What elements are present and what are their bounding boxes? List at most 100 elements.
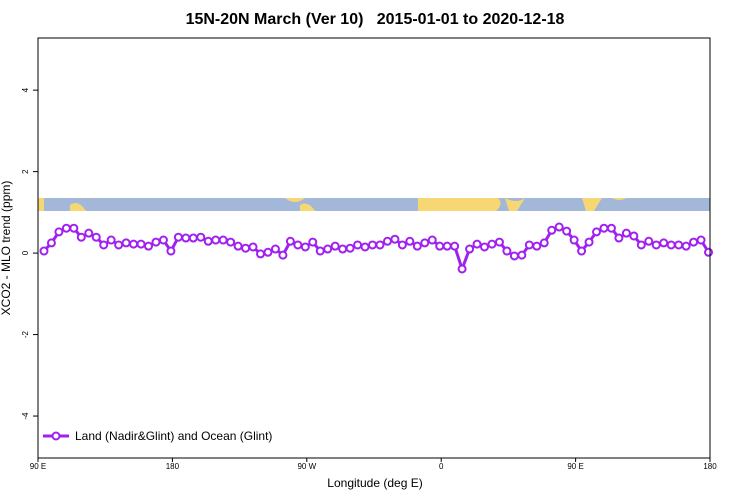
point bbox=[666, 240, 676, 250]
point bbox=[636, 240, 646, 250]
point bbox=[345, 243, 355, 253]
point bbox=[196, 232, 206, 242]
point bbox=[330, 241, 340, 251]
point bbox=[629, 231, 639, 241]
point bbox=[659, 238, 669, 248]
point bbox=[681, 241, 691, 251]
point bbox=[270, 244, 280, 254]
point bbox=[211, 235, 221, 245]
point bbox=[84, 228, 94, 238]
point bbox=[323, 244, 333, 254]
point bbox=[405, 236, 415, 246]
point bbox=[494, 237, 504, 247]
legend-label: Land (Nadir&Glint) and Ocean (Glint) bbox=[75, 429, 272, 443]
point bbox=[465, 244, 475, 254]
point bbox=[472, 239, 482, 249]
x-tick-label: 90 E bbox=[30, 462, 46, 471]
y-tick-label: 0 bbox=[21, 250, 30, 255]
point bbox=[69, 223, 79, 233]
point bbox=[457, 264, 467, 274]
chart-title: 15N-20N March (Ver 10) 2015-01-01 to 202… bbox=[186, 11, 565, 28]
point bbox=[502, 246, 512, 256]
point bbox=[106, 235, 116, 245]
point bbox=[226, 237, 236, 247]
point bbox=[203, 236, 213, 246]
point bbox=[233, 241, 243, 251]
point bbox=[353, 240, 363, 250]
point bbox=[524, 240, 534, 250]
x-tick-label: 0 bbox=[439, 462, 444, 471]
point bbox=[599, 223, 609, 233]
point bbox=[412, 241, 422, 251]
point bbox=[99, 240, 109, 250]
point bbox=[696, 235, 706, 245]
x-tick-label: 90 W bbox=[297, 462, 316, 471]
x-tick-label: 180 bbox=[703, 462, 717, 471]
point bbox=[450, 241, 460, 251]
point bbox=[532, 241, 542, 251]
point bbox=[397, 240, 407, 250]
x-axis-label: Longitude (deg E) bbox=[327, 476, 422, 490]
point bbox=[308, 237, 318, 247]
map-strip bbox=[38, 198, 710, 211]
point bbox=[121, 238, 131, 248]
point bbox=[144, 241, 154, 251]
point bbox=[241, 243, 251, 253]
point bbox=[46, 238, 56, 248]
point bbox=[480, 242, 490, 252]
point bbox=[256, 249, 266, 259]
legend-marker bbox=[51, 431, 61, 441]
point bbox=[166, 246, 176, 256]
point bbox=[114, 240, 124, 250]
point bbox=[517, 250, 527, 260]
point bbox=[151, 237, 161, 247]
point bbox=[61, 223, 71, 233]
point bbox=[278, 250, 288, 260]
point bbox=[427, 235, 437, 245]
point bbox=[390, 234, 400, 244]
point bbox=[375, 240, 385, 250]
point bbox=[293, 240, 303, 250]
point bbox=[674, 240, 684, 250]
point bbox=[315, 246, 325, 256]
point bbox=[54, 227, 64, 237]
point bbox=[435, 241, 445, 251]
point bbox=[509, 251, 519, 261]
point bbox=[129, 239, 139, 249]
point bbox=[569, 235, 579, 245]
point bbox=[606, 223, 616, 233]
point bbox=[651, 240, 661, 250]
y-tick-label: 4 bbox=[21, 87, 30, 92]
point bbox=[562, 226, 572, 236]
y-axis-label: XCO2 - MLO trend (ppm) bbox=[0, 181, 13, 316]
point bbox=[577, 246, 587, 256]
y-tick-label: -4 bbox=[21, 412, 30, 420]
point bbox=[539, 238, 549, 248]
point bbox=[285, 236, 295, 246]
point bbox=[487, 239, 497, 249]
point bbox=[382, 236, 392, 246]
point bbox=[91, 232, 101, 242]
point bbox=[442, 241, 452, 251]
point bbox=[584, 237, 594, 247]
point bbox=[263, 247, 273, 257]
point bbox=[181, 233, 191, 243]
point bbox=[360, 242, 370, 252]
point bbox=[338, 244, 348, 254]
point bbox=[592, 227, 602, 237]
point bbox=[704, 247, 714, 257]
point bbox=[76, 232, 86, 242]
x-tick-label: 90 E bbox=[567, 462, 583, 471]
point bbox=[136, 239, 146, 249]
point bbox=[547, 225, 557, 235]
point bbox=[614, 233, 624, 243]
point bbox=[554, 222, 564, 232]
point bbox=[644, 236, 654, 246]
point bbox=[689, 237, 699, 247]
y-tick-label: -2 bbox=[21, 330, 30, 338]
series-line bbox=[42, 225, 710, 274]
point bbox=[248, 242, 258, 252]
point bbox=[621, 228, 631, 238]
point bbox=[158, 235, 168, 245]
